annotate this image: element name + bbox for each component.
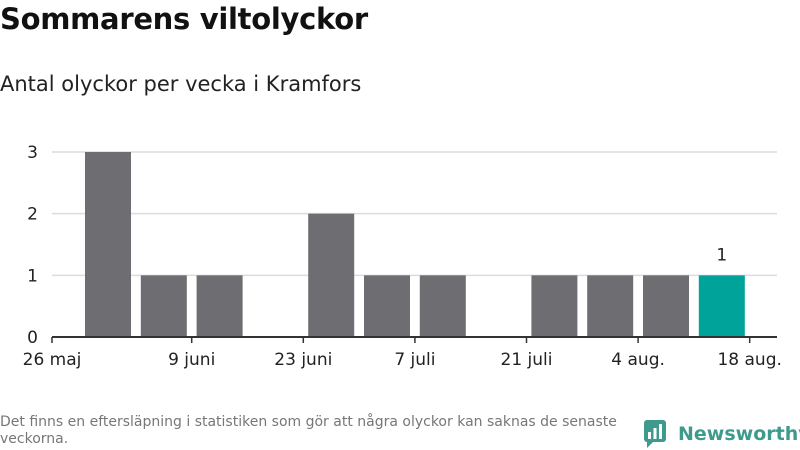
x-tick-label: 4 aug. (611, 350, 665, 370)
bar-chart: 0 1 2 3 1 26 maj 9 juni 23 juni 7 juli 21 juli 4… (23, 143, 782, 370)
bar-week-6 (308, 213, 355, 337)
bar-week-8 (419, 275, 466, 337)
y-tick-label: 0 (27, 328, 38, 348)
chart-subtitle: Antal olyckor per vecka i Kramfors (0, 72, 362, 96)
y-axis-ticks: 0 1 2 3 (27, 143, 38, 348)
newsworthy-logo-icon (644, 420, 666, 448)
x-axis-ticks: 26 maj 9 juni 23 juni 7 juli 21 juli 4 aug. 18… (23, 337, 782, 370)
x-tick-label: 7 juli (394, 350, 435, 370)
footnote: Det finns en eftersläpning i statistiken… (0, 414, 617, 447)
x-tick-label: 9 juni (168, 350, 215, 370)
bar-week-4 (196, 275, 243, 337)
x-tick-label: 26 maj (23, 350, 82, 370)
bar-week-13 (698, 275, 745, 337)
x-tick-label: 23 juni (274, 350, 332, 370)
data-labels: 1 (716, 245, 727, 265)
data-label: 1 (716, 245, 727, 265)
x-tick-label: 21 juli (501, 350, 553, 370)
bar-week-11 (587, 275, 634, 337)
x-tick-label: 18 aug. (717, 350, 781, 370)
bar-week-3 (140, 275, 187, 337)
bar-week-2 (85, 152, 131, 337)
bar-week-10 (531, 275, 578, 337)
y-tick-label: 1 (27, 266, 38, 286)
bar-week-12 (643, 275, 689, 337)
brand-name: Newsworthy (678, 423, 800, 445)
y-tick-label: 2 (27, 205, 38, 225)
gridlines (52, 151, 777, 277)
newsworthy-logo[interactable]: Newsworthy (643, 419, 800, 449)
bars (85, 152, 745, 337)
y-tick-label: 3 (27, 143, 38, 163)
bar-week-7 (364, 275, 410, 337)
chart-title: Sommarens viltolyckor (0, 2, 368, 36)
